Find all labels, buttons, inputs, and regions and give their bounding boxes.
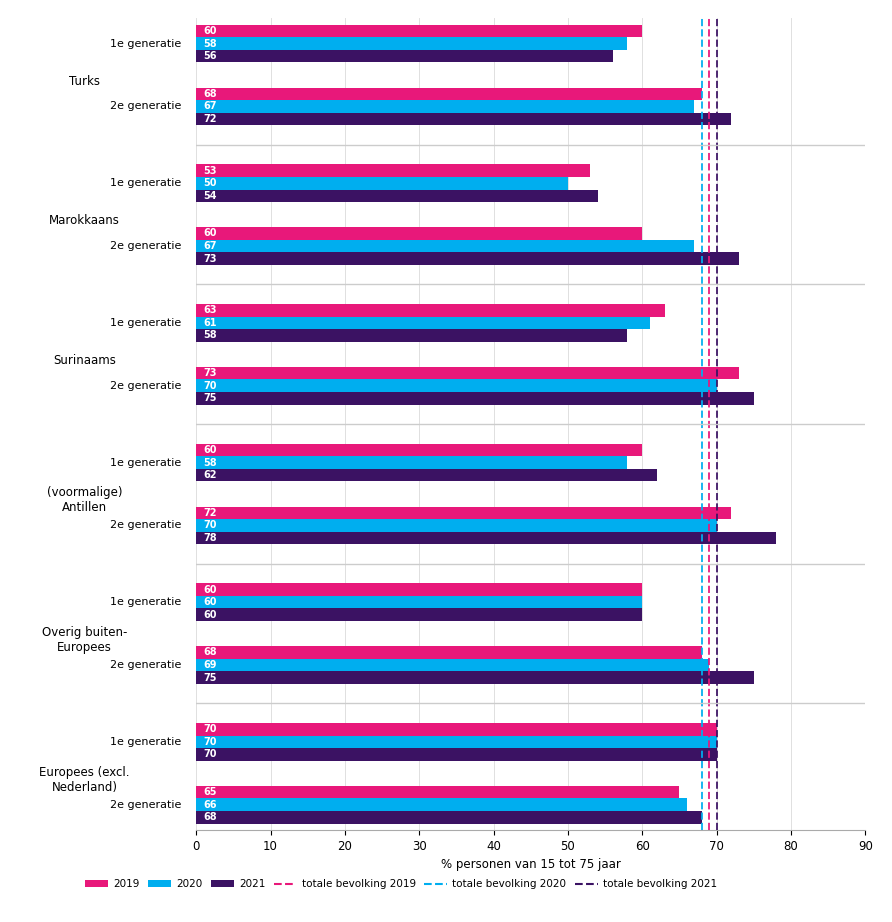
Bar: [196, 164, 591, 177]
Text: 70: 70: [203, 381, 217, 391]
Bar: [196, 177, 568, 190]
Text: 2e generatie: 2e generatie: [110, 381, 181, 391]
Bar: [196, 316, 649, 329]
Text: 50: 50: [203, 178, 217, 188]
Text: 75: 75: [203, 672, 217, 682]
Text: 54: 54: [203, 191, 217, 201]
Text: 1e generatie: 1e generatie: [110, 39, 181, 49]
Bar: [196, 671, 754, 684]
Legend: 2019, 2020, 2021, totale bevolking 2019, totale bevolking 2020, totale bevolking: 2019, 2020, 2021, totale bevolking 2019,…: [81, 875, 721, 893]
Text: 67: 67: [203, 101, 217, 112]
Text: 65: 65: [203, 787, 217, 798]
Bar: [196, 532, 776, 544]
Text: 2e generatie: 2e generatie: [110, 520, 181, 530]
Text: 2e generatie: 2e generatie: [110, 799, 181, 810]
Text: 70: 70: [203, 750, 217, 760]
Bar: [196, 112, 731, 125]
Text: 69: 69: [203, 660, 217, 670]
Bar: [196, 25, 642, 37]
Bar: [196, 468, 657, 481]
Text: 78: 78: [203, 533, 218, 543]
Bar: [196, 609, 642, 621]
Text: Marokkaans: Marokkaans: [49, 215, 120, 228]
Text: 2e generatie: 2e generatie: [110, 241, 181, 251]
Text: 73: 73: [203, 368, 217, 378]
Text: 72: 72: [203, 114, 217, 124]
Text: 70: 70: [203, 520, 217, 530]
Text: Surinaams: Surinaams: [54, 354, 116, 367]
Text: 68: 68: [203, 89, 218, 99]
Text: 1e generatie: 1e generatie: [110, 178, 181, 188]
Bar: [196, 190, 598, 202]
Bar: [196, 584, 642, 596]
Text: 58: 58: [203, 330, 218, 340]
Bar: [196, 100, 694, 112]
Text: 60: 60: [203, 609, 217, 620]
Text: 60: 60: [203, 229, 217, 239]
Text: 58: 58: [203, 39, 218, 49]
Bar: [196, 50, 613, 63]
Text: (voormalige)
Antillen: (voormalige) Antillen: [47, 486, 122, 514]
Bar: [196, 646, 702, 658]
Text: 62: 62: [203, 470, 217, 480]
Text: 75: 75: [203, 394, 217, 403]
Bar: [196, 456, 627, 468]
X-axis label: % personen van 15 tot 75 jaar: % personen van 15 tot 75 jaar: [441, 858, 621, 871]
Bar: [196, 329, 627, 342]
Bar: [196, 240, 694, 253]
Text: 68: 68: [203, 647, 218, 657]
Text: 70: 70: [203, 725, 217, 734]
Text: 56: 56: [203, 51, 217, 61]
Bar: [196, 811, 702, 823]
Bar: [196, 253, 739, 265]
Text: 60: 60: [203, 26, 217, 36]
Text: 70: 70: [203, 737, 217, 747]
Bar: [196, 88, 702, 100]
Text: 53: 53: [203, 166, 217, 176]
Text: 67: 67: [203, 241, 217, 251]
Bar: [196, 367, 739, 380]
Bar: [196, 748, 716, 761]
Bar: [196, 380, 716, 392]
Text: 66: 66: [203, 799, 217, 810]
Text: 60: 60: [203, 445, 217, 455]
Text: 1e generatie: 1e generatie: [110, 457, 181, 467]
Bar: [196, 506, 731, 519]
Text: 58: 58: [203, 457, 218, 467]
Bar: [196, 736, 716, 748]
Text: 2e generatie: 2e generatie: [110, 101, 181, 112]
Bar: [196, 443, 642, 456]
Text: 60: 60: [203, 585, 217, 595]
Bar: [196, 658, 709, 671]
Text: 72: 72: [203, 508, 217, 518]
Text: 1e generatie: 1e generatie: [110, 737, 181, 747]
Text: 2e generatie: 2e generatie: [110, 660, 181, 670]
Bar: [196, 786, 680, 798]
Text: Europees (excl.
Nederland): Europees (excl. Nederland): [39, 765, 130, 794]
Text: 73: 73: [203, 254, 217, 264]
Text: 60: 60: [203, 597, 217, 608]
Bar: [196, 392, 754, 405]
Text: 1e generatie: 1e generatie: [110, 597, 181, 608]
Bar: [196, 723, 716, 736]
Bar: [196, 519, 716, 532]
Bar: [196, 37, 627, 50]
Text: 1e generatie: 1e generatie: [110, 318, 181, 328]
Text: 68: 68: [203, 812, 218, 822]
Bar: [196, 227, 642, 240]
Bar: [196, 798, 687, 811]
Text: Overig buiten-
Europees: Overig buiten- Europees: [42, 626, 128, 654]
Bar: [196, 596, 642, 609]
Text: Turks: Turks: [70, 75, 100, 88]
Text: 61: 61: [203, 318, 217, 328]
Bar: [196, 304, 665, 316]
Text: 63: 63: [203, 305, 217, 315]
